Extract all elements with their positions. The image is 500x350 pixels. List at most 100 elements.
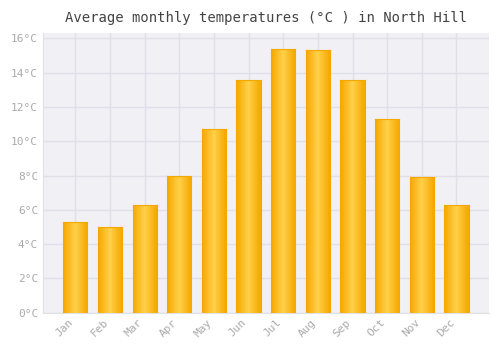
Bar	[327, 50, 328, 313]
Bar	[182, 175, 184, 313]
Bar	[109, 227, 110, 313]
Bar	[467, 205, 468, 313]
Bar	[216, 129, 217, 313]
Bar	[410, 177, 412, 313]
Bar	[135, 205, 136, 313]
Bar	[363, 79, 364, 313]
Bar	[313, 50, 314, 313]
Bar	[320, 50, 321, 313]
Bar	[322, 50, 323, 313]
Bar	[321, 50, 322, 313]
Bar	[271, 49, 272, 313]
Bar	[104, 227, 105, 313]
Bar	[463, 205, 464, 313]
Bar	[144, 205, 146, 313]
Bar	[105, 227, 106, 313]
Bar	[449, 205, 450, 313]
Bar	[68, 222, 69, 313]
Bar	[433, 177, 434, 313]
Bar	[386, 119, 387, 313]
Bar	[277, 49, 278, 313]
Bar	[100, 227, 101, 313]
Bar	[108, 227, 109, 313]
Bar	[76, 222, 77, 313]
Bar	[239, 79, 240, 313]
Bar	[341, 79, 342, 313]
Bar	[414, 177, 416, 313]
Bar	[455, 205, 456, 313]
Bar	[290, 49, 292, 313]
Bar	[251, 79, 252, 313]
Bar	[70, 222, 72, 313]
Bar	[376, 119, 378, 313]
Bar	[314, 50, 316, 313]
Bar	[460, 205, 462, 313]
Bar	[342, 79, 343, 313]
Bar	[362, 79, 363, 313]
Bar	[358, 79, 359, 313]
Bar	[254, 79, 255, 313]
Bar	[466, 205, 467, 313]
Bar	[421, 177, 422, 313]
Bar	[212, 129, 213, 313]
Bar	[209, 129, 210, 313]
Bar	[352, 79, 354, 313]
Bar	[293, 49, 294, 313]
Bar	[388, 119, 389, 313]
Bar	[279, 49, 280, 313]
Bar	[383, 119, 384, 313]
Bar	[112, 227, 113, 313]
Bar	[167, 175, 168, 313]
Bar	[447, 205, 448, 313]
Bar	[459, 205, 460, 313]
Bar	[398, 119, 400, 313]
Bar	[244, 79, 246, 313]
Bar	[454, 205, 455, 313]
Bar	[425, 177, 426, 313]
Bar	[173, 175, 174, 313]
Bar	[445, 205, 446, 313]
Bar	[326, 50, 327, 313]
Bar	[275, 49, 276, 313]
Bar	[118, 227, 119, 313]
Bar	[240, 79, 242, 313]
Bar	[422, 177, 424, 313]
Bar	[82, 222, 84, 313]
Bar	[286, 49, 288, 313]
Bar	[176, 175, 177, 313]
Bar	[150, 205, 151, 313]
Bar	[147, 205, 148, 313]
Bar	[107, 227, 108, 313]
Bar	[80, 222, 81, 313]
Bar	[246, 79, 247, 313]
Bar	[350, 79, 351, 313]
Bar	[223, 129, 224, 313]
Bar	[84, 222, 85, 313]
Bar	[294, 49, 296, 313]
Bar	[328, 50, 329, 313]
Bar	[106, 227, 107, 313]
Bar	[429, 177, 430, 313]
Bar	[116, 227, 117, 313]
Bar	[391, 119, 392, 313]
Bar	[360, 79, 362, 313]
Bar	[213, 129, 214, 313]
Bar	[247, 79, 248, 313]
Bar	[154, 205, 155, 313]
Bar	[464, 205, 466, 313]
Bar	[329, 50, 330, 313]
Bar	[242, 79, 243, 313]
Bar	[348, 79, 350, 313]
Bar	[139, 205, 140, 313]
Bar	[148, 205, 150, 313]
Bar	[113, 227, 114, 313]
Bar	[78, 222, 80, 313]
Bar	[356, 79, 358, 313]
Bar	[169, 175, 170, 313]
Bar	[155, 205, 156, 313]
Bar	[426, 177, 428, 313]
Bar	[101, 227, 102, 313]
Bar	[308, 50, 309, 313]
Bar	[389, 119, 390, 313]
Bar	[73, 222, 74, 313]
